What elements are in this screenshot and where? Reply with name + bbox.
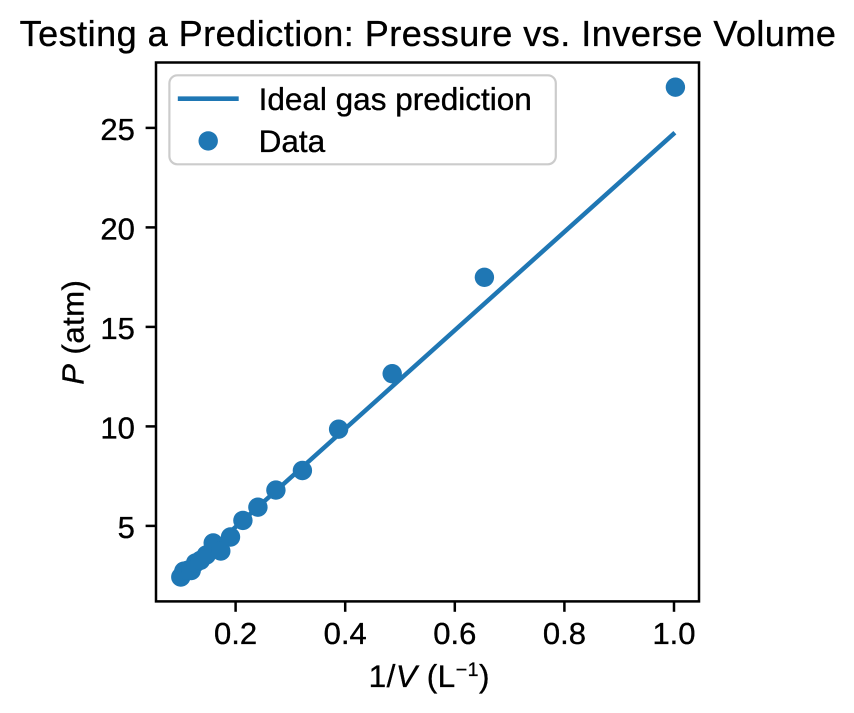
svg-text:5: 5	[118, 510, 135, 545]
svg-text:Ideal gas prediction: Ideal gas prediction	[259, 81, 532, 117]
svg-text:1.0: 1.0	[652, 616, 695, 651]
svg-text:1/V (L−1): 1/V (L−1)	[369, 658, 490, 694]
svg-text:20: 20	[100, 212, 134, 247]
svg-text:15: 15	[100, 311, 134, 346]
svg-text:0.2: 0.2	[214, 616, 257, 651]
svg-text:0.6: 0.6	[433, 616, 476, 651]
svg-text:0.4: 0.4	[324, 616, 367, 651]
svg-text:P (atm): P (atm)	[55, 280, 90, 385]
svg-text:10: 10	[100, 411, 134, 446]
svg-text:25: 25	[100, 112, 134, 147]
svg-text:0.8: 0.8	[543, 616, 586, 651]
svg-text:Data: Data	[259, 123, 326, 159]
svg-text:Testing a Prediction: Pressure: Testing a Prediction: Pressure vs. Inver…	[20, 13, 837, 54]
